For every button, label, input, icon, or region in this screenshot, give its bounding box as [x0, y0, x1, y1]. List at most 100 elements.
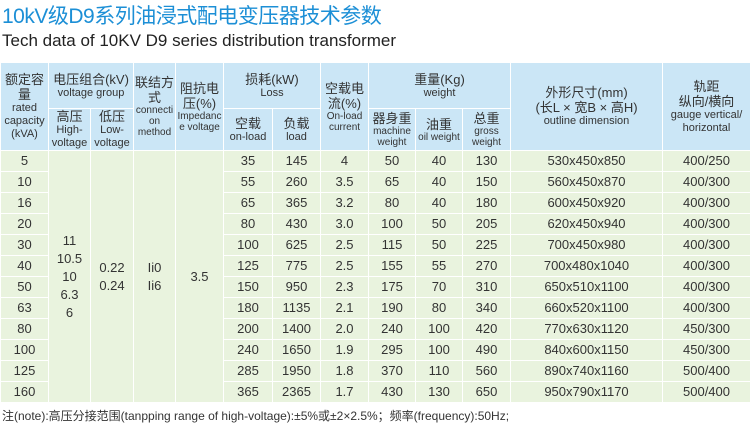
cell-capacity: 125 [0, 360, 49, 382]
cell-gross-weight: 180 [462, 192, 511, 214]
cell-gauge: 400/300 [662, 171, 750, 193]
cell-noload-loss: 365 [223, 381, 273, 403]
cell-oil-weight: 130 [415, 381, 463, 403]
cell-capacity: 30 [0, 234, 49, 256]
cell-current: 3.2 [320, 192, 369, 214]
cell-capacity: 10 [0, 171, 49, 193]
cell-gross-weight: 270 [462, 255, 511, 277]
table-row: 20 80 430 3.0 100 50 205 620x450x940 400/300 [0, 213, 750, 235]
header-noload: 空载 on-load [223, 108, 273, 151]
cell-gross-weight: 130 [462, 150, 511, 172]
cell-gauge: 400/250 [662, 150, 750, 172]
cell-current: 2.5 [320, 234, 369, 256]
table-row: 125 285 1950 1.8 370 110 560 890x740x1160 500/40… [0, 360, 750, 382]
header-dimension: 外形尺寸(mm) (长L × 宽B × 高H) outline dimension [510, 62, 663, 151]
cell-gross-weight: 310 [462, 276, 511, 298]
cell-gauge: 450/300 [662, 339, 750, 361]
cell-machine-weight: 80 [368, 192, 416, 214]
cell-capacity: 100 [0, 339, 49, 361]
lv-value: 0.24 [99, 277, 125, 293]
header-voltage: 电压组合(kV) voltage group [48, 62, 134, 109]
cell-load-loss: 430 [272, 213, 321, 235]
cell-load-loss: 2365 [272, 381, 321, 403]
cell-dimension: 660x520x1100 [510, 297, 663, 319]
cell-capacity: 50 [0, 276, 49, 298]
hv-value: 10.5 [56, 250, 83, 266]
cell-oil-weight: 40 [415, 171, 463, 193]
cell-gauge: 400/300 [662, 192, 750, 214]
header-capacity: 额定容量 rated capacity (kVA) [0, 62, 49, 151]
cell-noload-loss: 80 [223, 213, 273, 235]
cell-machine-weight: 175 [368, 276, 416, 298]
cell-dimension: 770x630x1120 [510, 318, 663, 340]
cell-machine-weight: 50 [368, 150, 416, 172]
table-row: 80 200 1400 2.0 240 100 420 770x630x1120 450/300 [0, 318, 750, 340]
connection-value: Ii0 [147, 259, 162, 275]
cell-capacity: 5 [0, 150, 49, 172]
header-impedance: 阻抗电压(%) Impedance voltage [175, 62, 224, 151]
cell-dimension: 700x450x980 [510, 234, 663, 256]
cell-machine-weight: 155 [368, 255, 416, 277]
cell-capacity: 63 [0, 297, 49, 319]
cell-load-loss: 145 [272, 150, 321, 172]
table-row: 40 125 775 2.5 155 55 270 700x480x1040 400/300 [0, 255, 750, 277]
cell-current: 2.1 [320, 297, 369, 319]
cell-dimension: 650x510x1100 [510, 276, 663, 298]
cell-current: 1.7 [320, 381, 369, 403]
header-hv: 高压 High-voltage [48, 108, 91, 151]
cell-gross-weight: 420 [462, 318, 511, 340]
cell-gauge: 500/400 [662, 381, 750, 403]
cell-connection: Ii0 Ii6 [133, 150, 176, 403]
cell-load-loss: 1400 [272, 318, 321, 340]
hv-value: 6 [65, 304, 74, 320]
cell-noload-loss: 125 [223, 255, 273, 277]
cell-high-voltage: 11 10.5 10 6.3 6 [48, 150, 91, 403]
table-row: 50 150 950 2.3 175 70 310 650x510x1100 400/300 [0, 276, 750, 298]
cell-noload-loss: 240 [223, 339, 273, 361]
cell-oil-weight: 100 [415, 339, 463, 361]
connection-value: Ii6 [147, 277, 162, 293]
cell-dimension: 840x600x1150 [510, 339, 663, 361]
cell-dimension: 890x740x1160 [510, 360, 663, 382]
cell-gauge: 400/300 [662, 297, 750, 319]
cell-current: 2.3 [320, 276, 369, 298]
cell-current: 1.8 [320, 360, 369, 382]
cell-machine-weight: 430 [368, 381, 416, 403]
header-oil: 油重 oil weight [415, 108, 463, 151]
cell-gauge: 400/300 [662, 213, 750, 235]
cell-dimension: 700x480x1040 [510, 255, 663, 277]
cell-current: 1.9 [320, 339, 369, 361]
cell-gauge: 450/300 [662, 318, 750, 340]
header-machine: 器身重 machine weight [368, 108, 416, 151]
cell-gross-weight: 650 [462, 381, 511, 403]
hv-value: 11 [62, 232, 77, 248]
cell-oil-weight: 50 [415, 213, 463, 235]
cell-load-loss: 625 [272, 234, 321, 256]
cell-low-voltage: 0.22 0.24 [90, 150, 134, 403]
cell-load-loss: 1950 [272, 360, 321, 382]
header-lv: 低压 Low-voltage [90, 108, 134, 151]
spec-table: 额定容量 rated capacity (kVA) 电压组合(kV) voltage… [0, 62, 750, 403]
cell-impedance: 3.5 [175, 150, 224, 403]
table-row: 100 240 1650 1.9 295 100 490 840x600x1150 450/30… [0, 339, 750, 361]
cell-current: 3.5 [320, 171, 369, 193]
cell-current: 2.0 [320, 318, 369, 340]
table-row: 160 365 2365 1.7 430 130 650 950x790x1170 500/40… [0, 381, 750, 403]
cell-machine-weight: 370 [368, 360, 416, 382]
table-row: 5 11 10.5 10 6.3 6 0.22 0.24 Ii0 Ii6 3.5 35 145 4 50 40… [0, 150, 750, 403]
cell-noload-loss: 65 [223, 192, 273, 214]
cell-gauge: 400/300 [662, 276, 750, 298]
cell-load-loss: 950 [272, 276, 321, 298]
cell-oil-weight: 100 [415, 318, 463, 340]
cell-oil-weight: 70 [415, 276, 463, 298]
cell-dimension: 560x450x870 [510, 171, 663, 193]
cell-gross-weight: 225 [462, 234, 511, 256]
header-gauge: 轨距 纵向/横向 gauge vertical/ horizontal [662, 62, 750, 151]
cell-noload-loss: 55 [223, 171, 273, 193]
cell-oil-weight: 80 [415, 297, 463, 319]
title-cn: 10kV级D9系列油浸式配电变压器技术参数 [2, 5, 382, 28]
header-gross: 总重 gross weight [462, 108, 511, 151]
lv-value: 0.22 [99, 259, 125, 275]
cell-gross-weight: 560 [462, 360, 511, 382]
hv-value: 6.3 [60, 286, 79, 302]
